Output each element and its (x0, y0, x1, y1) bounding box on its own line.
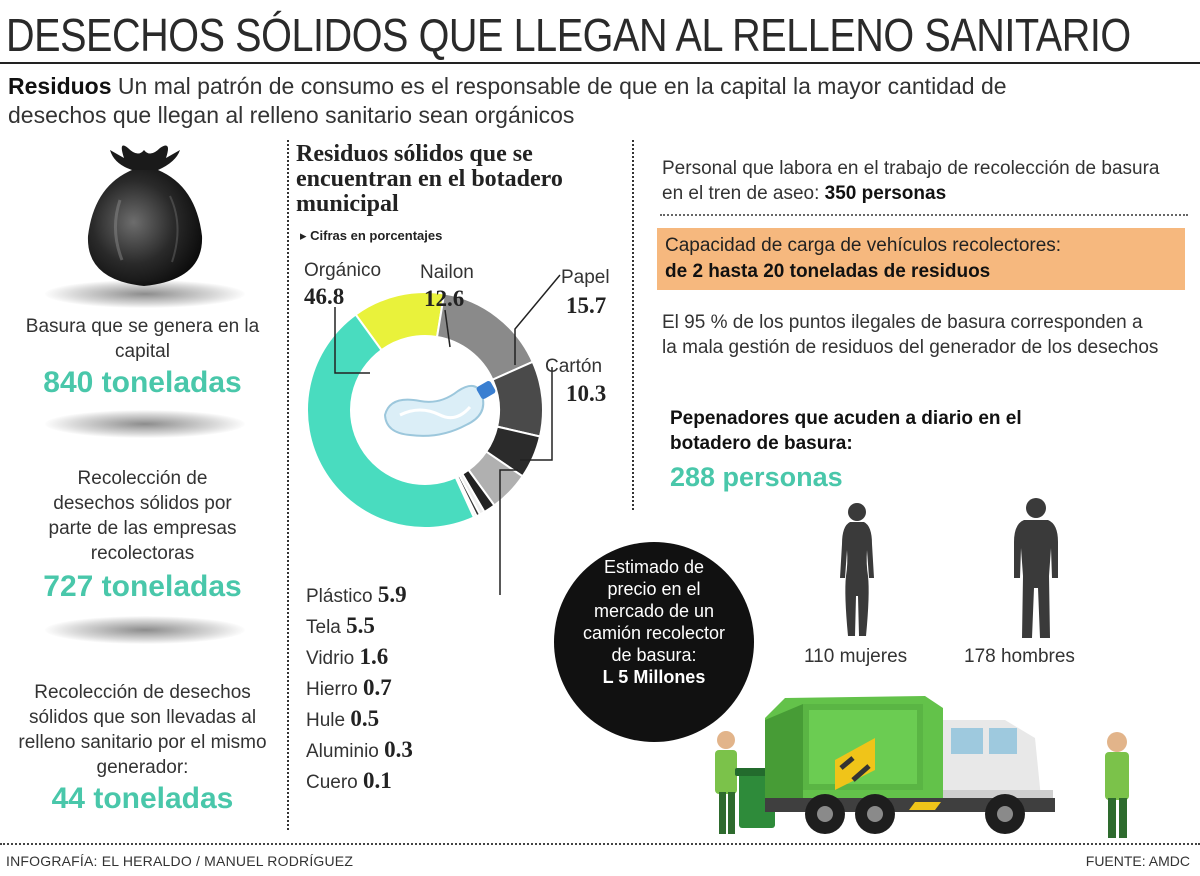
small-segments-list: Plástico 5.9 Tela 5.5 Vidrio 1.6 Hierro … (306, 582, 413, 799)
chart-title-text: Residuos sólidos que se encuentran en el… (296, 141, 563, 217)
chart-title: Residuos sólidos que se encuentran en el… (296, 142, 616, 217)
label-organico: Orgánico (304, 260, 382, 281)
value-nailon: 12.6 (424, 286, 465, 311)
garbage-bag-icon (87, 145, 203, 286)
pepenadores-text: Pepenadores que acuden a diario en el bo… (670, 408, 1022, 454)
list-item: Cuero 0.1 (306, 768, 392, 793)
list-item: Hierro 0.7 (306, 675, 392, 700)
value-carton: 10.3 (566, 381, 607, 406)
chart-subtitle-text: Cifras en porcentajes (310, 228, 443, 243)
intro-text: Un mal patrón de consumo es el responsab… (8, 73, 1007, 128)
list-item: Plástico 5.9 (306, 582, 407, 607)
stat-shadow-1 (45, 410, 245, 438)
donut-slice-organico (306, 313, 476, 529)
illegal-points-text: El 95 % de los puntos ilegales de basura… (662, 312, 1159, 358)
value-papel: 15.7 (566, 293, 607, 318)
men-label: 178 hombres (964, 646, 1075, 667)
column-divider-right (632, 140, 634, 510)
leader-line (520, 367, 553, 461)
capacity-value: de 2 hasta 20 toneladas de residuos (665, 261, 991, 282)
price-value: L 5 Millones (602, 667, 706, 687)
capacity-text: Capacidad de carga de vehículos recolect… (665, 235, 1062, 256)
page-title: DESECHOS SÓLIDOS QUE LLEGAN AL RELLENO S… (6, 9, 1131, 61)
leader-line (444, 309, 451, 348)
donut-chart (306, 274, 561, 595)
stat-generated-label: Basura que se genera en la capital (25, 316, 260, 362)
stat-companies-value: 727 toneladas (43, 570, 242, 603)
stat-companies-label: Recolección de desechos sólidos por part… (48, 468, 237, 564)
women-label: 110 mujeres (804, 646, 908, 667)
bag-shadow (45, 280, 245, 308)
garbage-truck-icon (715, 696, 1129, 838)
pepenadores-value: 288 personas (670, 462, 843, 492)
intro-paragraph: Residuos Un mal patrón de consumo es el … (8, 72, 1068, 130)
title-divider (0, 62, 1200, 64)
price-text: Estimado de precio en el mercado de un c… (582, 557, 726, 665)
footer-source: FUENTE: AMDC (1085, 853, 1190, 869)
stat-shadow-2 (45, 616, 245, 644)
capacity-box: Capacidad de carga de vehículos recolect… (657, 228, 1185, 290)
list-item: Aluminio 0.3 (306, 737, 413, 762)
footer-credit: INFOGRAFÍA: EL HERALDO / MANUEL RODRÍGUE… (6, 853, 354, 869)
right-divider (660, 214, 1188, 216)
leader-line (499, 469, 518, 595)
personal-value: 350 personas (824, 183, 947, 204)
personal-text: Personal que labora en el trabajo de rec… (662, 158, 1160, 204)
woman-silhouette-icon (840, 503, 874, 636)
price-circle: Estimado de precio en el mercado de un c… (554, 542, 754, 742)
list-item: Tela 5.5 (306, 613, 375, 638)
stat-generator-label: Recolección de desechos sólidos que son … (18, 682, 267, 778)
leader-line (514, 274, 561, 365)
value-organico: 46.8 (304, 284, 345, 309)
column-divider-left (287, 140, 289, 830)
stat-generator-value: 44 toneladas (51, 782, 234, 815)
footer-divider (0, 843, 1200, 845)
label-carton: Cartón (545, 356, 603, 377)
personal-info: Personal que labora en el trabajo de rec… (662, 156, 1182, 206)
chart-subtitle: ▸ Cifras en porcentajes (300, 228, 443, 243)
man-silhouette-icon (1014, 498, 1058, 638)
list-item: Hule 0.5 (306, 706, 380, 731)
label-nailon: Nailon (420, 262, 474, 283)
intro-bold: Residuos (8, 73, 112, 99)
plastic-bottle-icon (383, 381, 496, 437)
label-papel: Papel (561, 267, 610, 288)
list-item: Vidrio 1.6 (306, 644, 389, 669)
leader-line (334, 307, 370, 374)
stat-generated-value: 840 toneladas (43, 366, 242, 399)
